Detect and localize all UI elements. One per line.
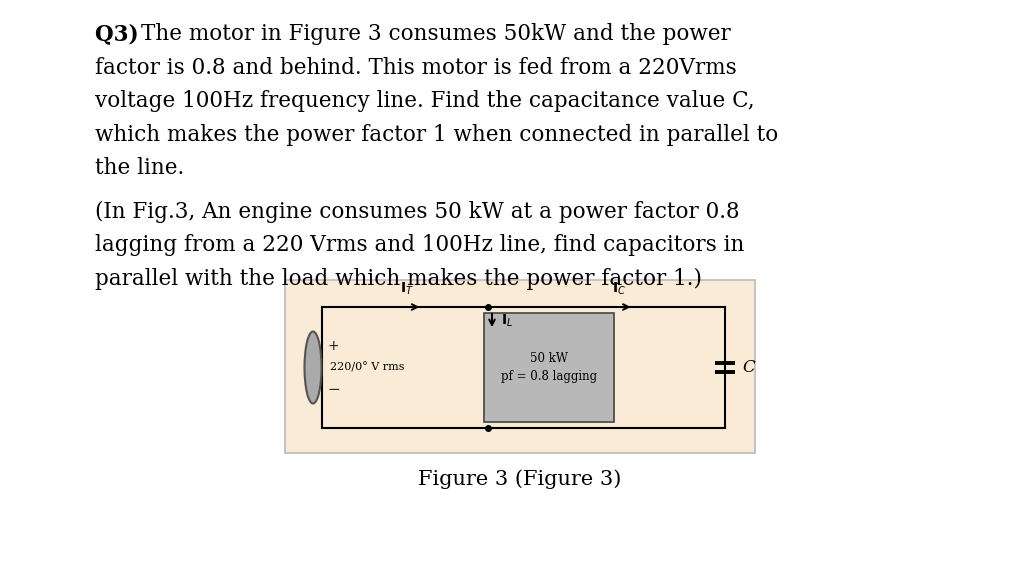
Text: 220/0° V rms: 220/0° V rms xyxy=(330,362,404,373)
Text: Q3): Q3) xyxy=(95,23,146,45)
Text: which makes the power factor 1 when connected in parallel to: which makes the power factor 1 when conn… xyxy=(95,124,778,145)
Text: $\mathbf{I}_L$: $\mathbf{I}_L$ xyxy=(501,312,513,329)
Text: $\mathbf{I}_T$: $\mathbf{I}_T$ xyxy=(400,281,414,297)
Text: (In Fig.3, An engine consumes 50 kW at a power factor 0.8: (In Fig.3, An engine consumes 50 kW at a… xyxy=(95,201,739,223)
Text: The motor in Figure 3 consumes 50kW and the power: The motor in Figure 3 consumes 50kW and … xyxy=(141,23,731,45)
Text: Figure 3 (Figure 3): Figure 3 (Figure 3) xyxy=(419,469,622,489)
Text: $\mathbf{I}_C$: $\mathbf{I}_C$ xyxy=(612,281,627,297)
Text: parallel with the load which makes the power factor 1.): parallel with the load which makes the p… xyxy=(95,267,702,290)
Text: +: + xyxy=(328,339,339,352)
Text: factor is 0.8 and behind. This motor is fed from a 220Vrms: factor is 0.8 and behind. This motor is … xyxy=(95,56,736,79)
Ellipse shape xyxy=(304,332,322,404)
Text: lagging from a 220 Vrms and 100Hz line, find capacitors in: lagging from a 220 Vrms and 100Hz line, … xyxy=(95,234,744,256)
Text: pf = 0.8 lagging: pf = 0.8 lagging xyxy=(501,370,597,383)
Text: −: − xyxy=(328,382,340,397)
Text: the line.: the line. xyxy=(95,157,184,179)
Text: 50 kW: 50 kW xyxy=(530,352,568,365)
Text: voltage 100Hz frequency line. Find the capacitance value C,: voltage 100Hz frequency line. Find the c… xyxy=(95,90,755,112)
Bar xyxy=(285,280,755,453)
Bar xyxy=(484,313,614,422)
Text: C: C xyxy=(742,359,755,376)
